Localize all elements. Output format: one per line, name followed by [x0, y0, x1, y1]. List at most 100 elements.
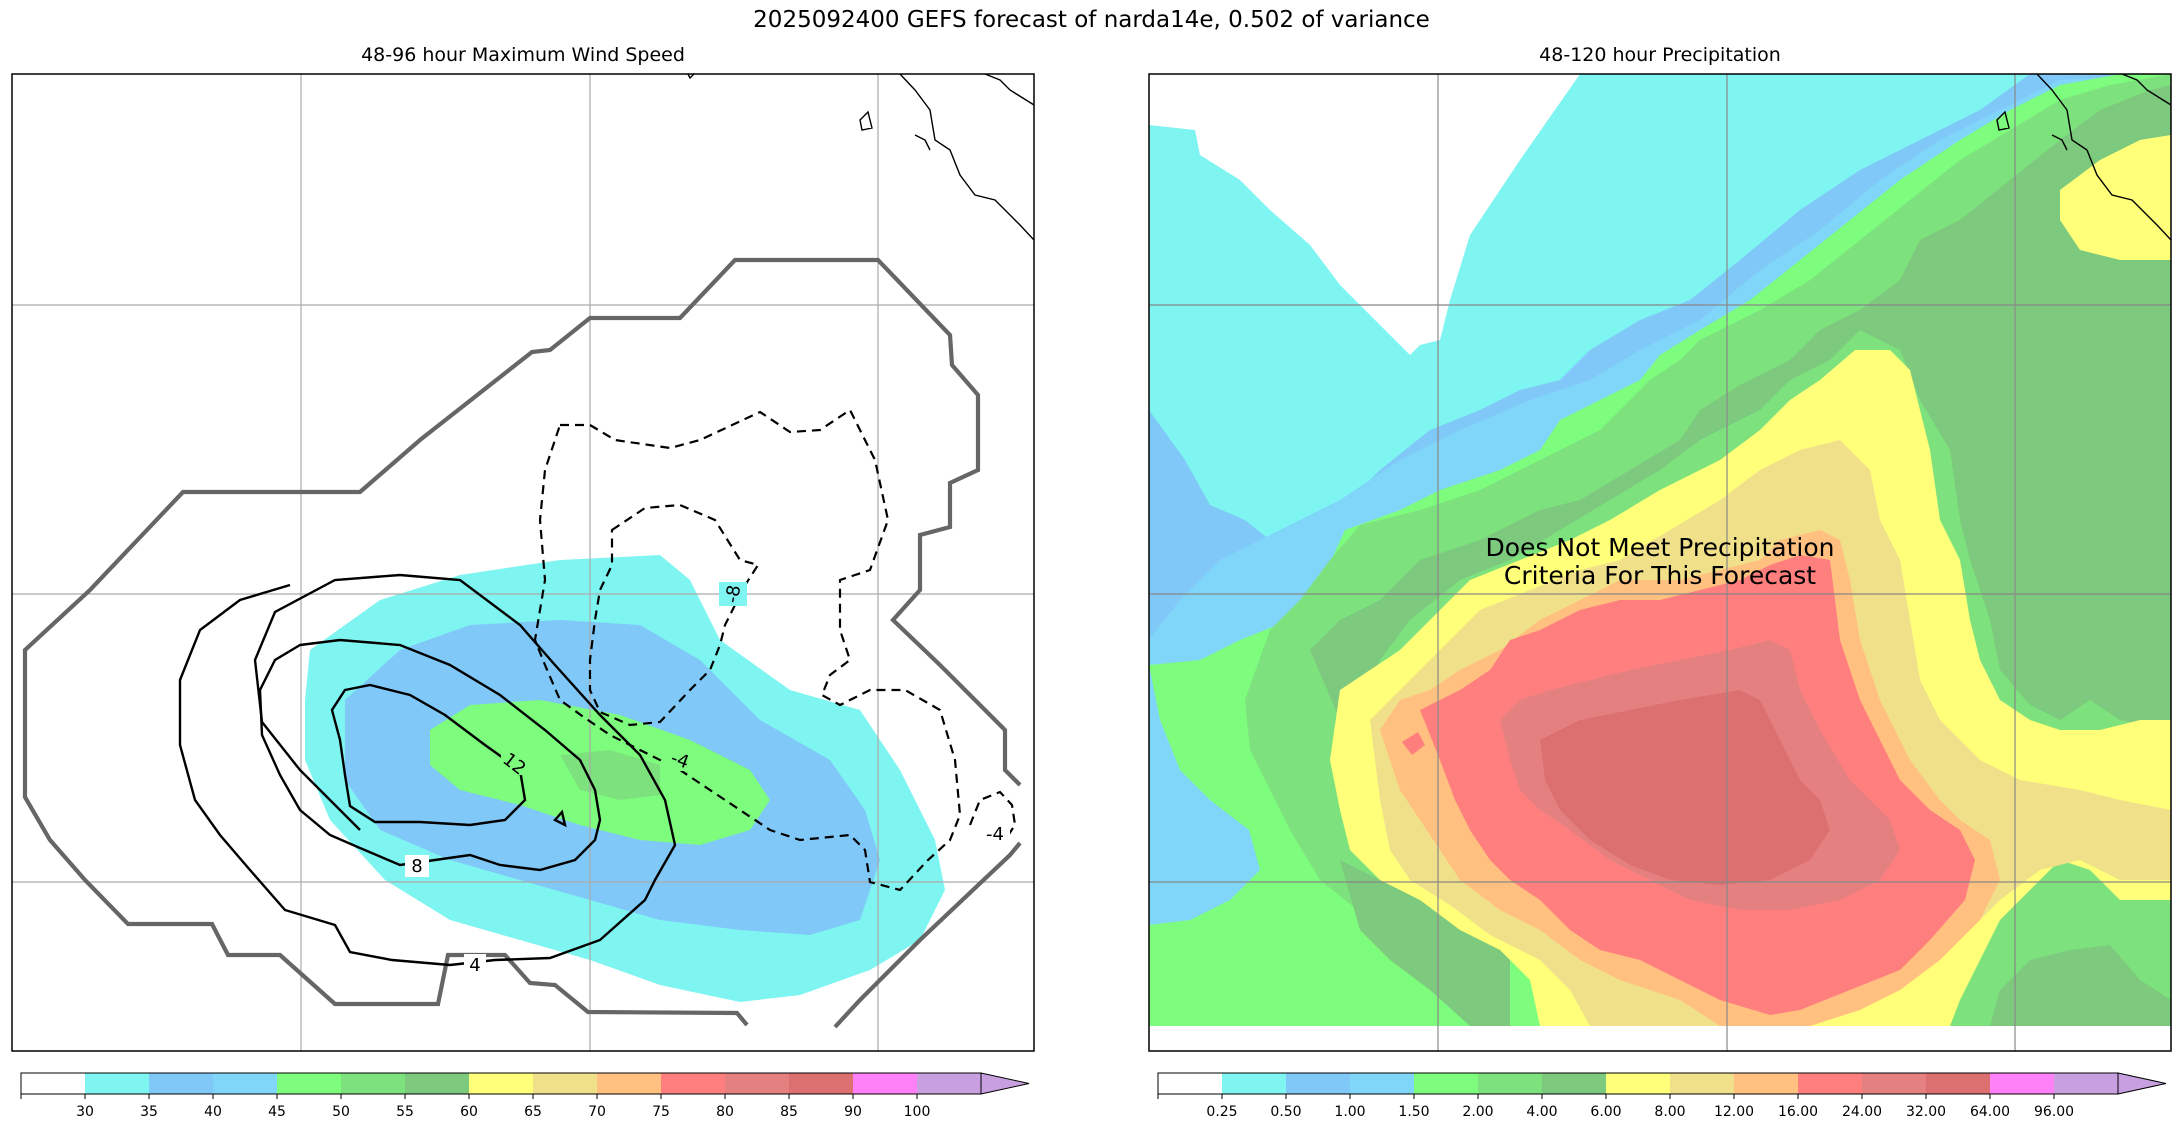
- wind-contour-12: [330, 683, 527, 827]
- precip-colorbar-segment: [1798, 1073, 1863, 1094]
- precip-colorbar-segment: [1222, 1073, 1287, 1094]
- wind-colorbar-segment: [405, 1073, 470, 1094]
- contour-label-4-bg: [464, 954, 486, 976]
- wind-outer-gray-contour: [22, 257, 1022, 1027]
- precip-white-region: [1149, 74, 1580, 355]
- precip-fill-6.00-corner: [2060, 135, 2171, 260]
- precip-colorbar-outline: [1157, 1072, 2119, 1095]
- precip-colorbar-segment: [2054, 1073, 2119, 1094]
- precip-panel-title: 48-120 hour Precipitation: [1539, 44, 1781, 66]
- wind-colorbar-segment: [661, 1073, 726, 1094]
- wind-colorbar-segment: [85, 1073, 150, 1094]
- precip-colorbar-segment: [1926, 1073, 1991, 1094]
- wind-colorbar-tick-label: 90: [844, 1104, 862, 1120]
- precip-colorbar-segment: [1414, 1073, 1479, 1094]
- wind-colorbar-tick-label: 45: [268, 1104, 286, 1120]
- precip-colorbar-segment: [1670, 1073, 1735, 1094]
- wind-map-frame: [11, 73, 1035, 1052]
- wind-colorbar-tick-label: 70: [588, 1104, 606, 1120]
- wind-colorbar-tick-label: 30: [76, 1104, 94, 1120]
- precip-colorbar: 0.25 0.50 1.00 1.50 2.00 4.00 6.00 8.00 12.00 16.…: [1157, 1072, 2167, 1120]
- wind-colorbar-segment: [21, 1073, 86, 1094]
- precip-colorbar-tick-label: 24.00: [1842, 1104, 1882, 1120]
- precip-colorbar-tick-label: 4.00: [1526, 1104, 1557, 1120]
- wind-colorbar-tick-label: 65: [524, 1104, 542, 1120]
- wind-colorbar-extend-arrow: [980, 1072, 1030, 1095]
- precip-colorbar-tick-label: 12.00: [1714, 1104, 1754, 1120]
- precip-colorbar-segment: [1862, 1073, 1927, 1094]
- wind-colorbar-segment: [725, 1073, 790, 1094]
- contour-label-neg4-bg: [664, 749, 698, 771]
- precip-fill-4.00-lower: [1990, 945, 2171, 1026]
- wind-colorbar-tick-label: 55: [396, 1104, 414, 1120]
- wind-colorbar-outline: [20, 1072, 982, 1095]
- wind-colorbar-tick-label: 85: [780, 1104, 798, 1120]
- precip-colorbar-segment: [1606, 1073, 1671, 1094]
- contour-label-neg8-bg: [719, 582, 747, 606]
- precip-colorbar-segment: [1542, 1073, 1607, 1094]
- precip-grid: [1149, 74, 2171, 1051]
- wind-contour-neg8: [588, 503, 760, 727]
- wind-fill-50-55: [560, 750, 660, 800]
- wind-colorbar-segment: [533, 1073, 598, 1094]
- wind-colorbar-tick-label: 80: [716, 1104, 734, 1120]
- wind-colorbar-segment: [213, 1073, 278, 1094]
- wind-outer-gray-contour-tail: [833, 841, 1022, 1029]
- precip-criteria-notice-line1: Does Not Meet Precipitation: [1486, 533, 1835, 562]
- wind-colorbar-tick-label: 40: [204, 1104, 222, 1120]
- contour-label-neg8: -8: [722, 583, 746, 604]
- precip-colorbar-segment: [1286, 1073, 1351, 1094]
- precip-fill-16.00-dot: [1402, 732, 1425, 755]
- figure-title: 2025092400 GEFS forecast of narda14e, 0.…: [753, 7, 1430, 33]
- precip-map-frame: [1148, 73, 2172, 1052]
- wind-colorbar-tick-label: 60: [460, 1104, 478, 1120]
- precip-criteria-notice-line2: Criteria For This Forecast: [1504, 561, 1816, 590]
- wind-colorbar-tick-label: 50: [332, 1104, 350, 1120]
- wind-contour-8: [258, 638, 602, 872]
- wind-panel-title: 48-96 hour Maximum Wind Speed: [361, 44, 685, 66]
- wind-colorbar-segment: [789, 1073, 854, 1094]
- precip-colorbar-tick-label: 0.50: [1270, 1104, 1301, 1120]
- contour-label-8: 8: [411, 856, 422, 877]
- precip-colorbar-tick-label: 0.25: [1206, 1104, 1237, 1120]
- precip-colorbar-tick-label: 96.00: [2034, 1104, 2074, 1120]
- wind-colorbar-tick-label: 100: [904, 1104, 931, 1120]
- precip-colorbar-tick-label: 8.00: [1654, 1104, 1685, 1120]
- contour-label-8-bg: [405, 855, 429, 877]
- precip-colorbar-segment: [1478, 1073, 1543, 1094]
- wind-contour-12-inner: [553, 809, 567, 828]
- wind-colorbar-segment: [469, 1073, 534, 1094]
- precip-colorbar-segment: [1734, 1073, 1799, 1094]
- wind-colorbar-segment: [853, 1073, 918, 1094]
- precip-colorbar-tick-label: 2.00: [1462, 1104, 1493, 1120]
- precip-colorbar-tick-label: 32.00: [1906, 1104, 1946, 1120]
- precip-coastline: [1996, 74, 2171, 241]
- wind-contour-4: [178, 573, 677, 967]
- wind-colorbar: 30 35 40 45 50 55 60 65 70 75 80 85 90 100: [20, 1072, 1030, 1120]
- wind-contour-neg4-small: [968, 790, 1017, 841]
- precip-fill-4.00: [1310, 85, 2171, 730]
- contour-label-12-bg: [501, 751, 529, 775]
- wind-colorbar-segment: [149, 1073, 214, 1094]
- precip-colorbar-segment: [1990, 1073, 2055, 1094]
- precip-colorbar-tick-label: 1.00: [1334, 1104, 1365, 1120]
- wind-map: 12 8 4 -4 -8 -4: [11, 73, 1035, 1052]
- precip-colorbar-segment: [1350, 1073, 1415, 1094]
- wind-colorbar-segment: [917, 1073, 982, 1094]
- precip-colorbar-tick-label: 64.00: [1970, 1104, 2010, 1120]
- wind-colorbar-tick-label: 75: [652, 1104, 670, 1120]
- wind-colorbar-segment: [341, 1073, 406, 1094]
- contour-label-neg4-small: -4: [986, 824, 1004, 845]
- precip-colorbar-tick-label: 16.00: [1778, 1104, 1818, 1120]
- wind-colorbar-segment: [597, 1073, 662, 1094]
- wind-colorbar-segment: [277, 1073, 342, 1094]
- precip-map: Does Not Meet Precipitation Criteria For…: [1148, 73, 2172, 1052]
- precip-colorbar-tick-label: 6.00: [1590, 1104, 1621, 1120]
- precip-colorbar-tick-label: 1.50: [1398, 1104, 1429, 1120]
- wind-colorbar-tick-label: 35: [140, 1104, 158, 1120]
- precip-colorbar-segment: [1158, 1073, 1223, 1094]
- wind-coastline: [687, 74, 1034, 241]
- precip-fill-4.00-lower-left: [1340, 860, 1510, 1026]
- wind-contour-neg4: [533, 408, 962, 892]
